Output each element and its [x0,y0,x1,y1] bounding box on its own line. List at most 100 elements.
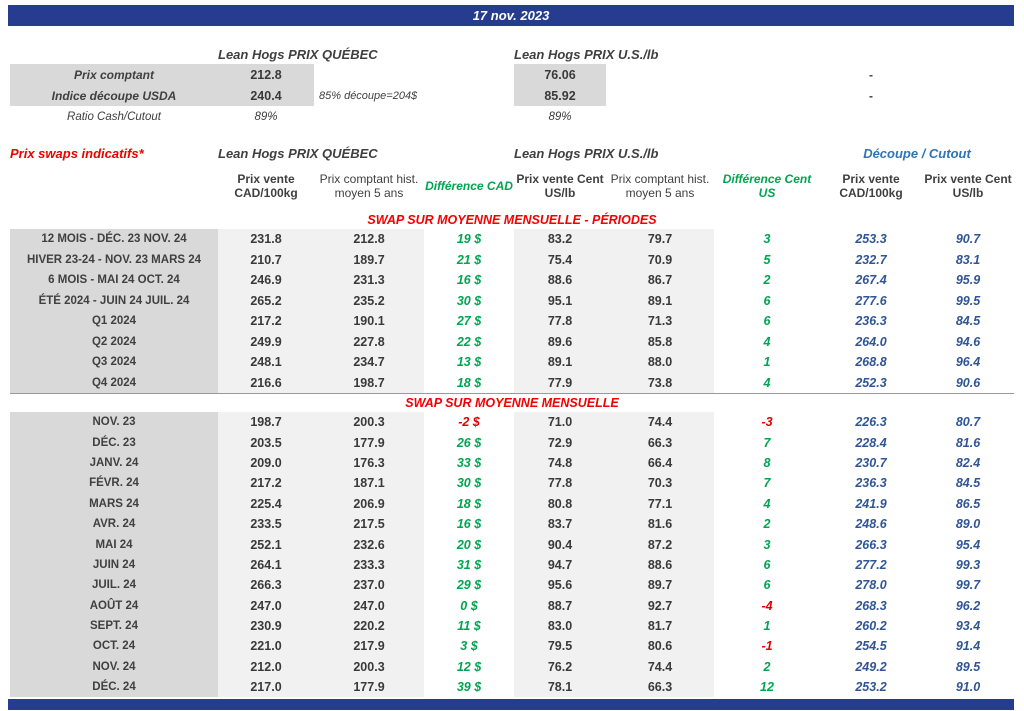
difference-us-cell: 8 [763,455,771,470]
table-row: JUIL. 24 266.3 237.0 29 $ 95.6 89.7 6 278.0 99.7 [10,575,1014,596]
spot-us-value: 76.06 [514,64,606,85]
row-label: ÉTÉ 2024 - JUIN 24 JUIL. 24 [10,290,218,311]
swaps-group-header-row: Prix swaps indicatifs* Lean Hogs PRIX QU… [10,143,1014,163]
prix-vente-us-cell: 95.1 [514,290,606,311]
prix-vente-cad-cell: 247.0 [218,595,314,616]
prix-vente-us-cell: 83.2 [514,229,606,250]
prix-comptant-hist-us-cell: 86.7 [606,270,714,291]
spacer [10,44,218,64]
swaps-section-title: Prix swaps indicatifs* [10,145,144,161]
difference-us-cell: 6 [763,557,771,572]
prix-vente-cad-cell: 230.9 [218,615,314,637]
prix-vente-cad-cell: 221.0 [218,636,314,657]
cutout-us-cell: 99.7 [955,578,981,593]
cutout-us-cell: 90.6 [955,375,981,390]
note [314,106,514,127]
prix-vente-cad-cell: 212.0 [218,656,314,678]
difference-us-cell: -3 [761,415,773,430]
prix-comptant-hist-us-cell: 81.6 [606,513,714,535]
prix-comptant-hist-us-cell: 71.3 [606,311,714,332]
spacer [922,106,1014,127]
header-prix-vente-us: Prix vente Cent US/lb [516,171,604,200]
us-spot-title: Lean Hogs PRIX U.S./lb [514,46,659,62]
ratio-us-value: 89% [548,110,572,123]
difference-cad-cell: 18 $ [456,496,482,511]
prix-comptant-hist-us-cell: 66.3 [606,677,714,698]
row-label: HIVER 23-24 - NOV. 23 MARS 24 [10,249,218,270]
prix-comptant-hist-cad-cell: 234.7 [314,352,424,373]
prix-comptant-hist-cad-cell: 231.3 [314,270,424,291]
cutout-cad-cell: 228.4 [855,435,887,450]
prix-vente-cad-cell: 209.0 [218,452,314,474]
table-row: AVR. 24 233.5 217.5 16 $ 83.7 81.6 2 248.6 89.0 [10,513,1014,535]
spot-cad-value: 212.8 [218,64,314,85]
header-hist-us: Prix comptant hist. moyen 5 ans [610,171,710,200]
us-group-title: Lean Hogs PRIX U.S./lb [514,145,659,161]
prix-comptant-hist-cad-cell: 177.9 [314,432,424,453]
cutout-us-cell: 95.9 [955,273,981,288]
difference-cad-cell: 16 $ [456,517,482,532]
prix-comptant-hist-us-cell: 74.4 [606,412,714,433]
table-row: Q3 2024 248.1 234.7 13 $ 89.1 88.0 1 268.8 96.4 [10,352,1014,373]
spacer [606,106,820,127]
difference-us-cell: 2 [763,273,771,288]
prix-comptant-hist-us-cell: 87.2 [606,534,714,555]
row-label: DÉC. 23 [10,432,218,453]
header-difference-cad: Différence CAD [425,178,513,193]
table-row: AOÛT 24 247.0 247.0 0 $88.7 92.7 -4 268.3 96.2 [10,595,1014,616]
difference-us-cell: 7 [763,476,771,491]
prix-vente-cad-cell: 266.3 [218,575,314,596]
prix-comptant-hist-us-cell: 89.7 [606,575,714,596]
prix-comptant-hist-cad-cell: 176.3 [314,452,424,474]
difference-cad-cell: 16 $ [456,273,482,288]
prix-comptant-hist-us-cell: 88.6 [606,554,714,576]
prix-vente-us-cell: 94.7 [514,554,606,576]
difference-cad-cell: 29 $ [456,578,482,593]
prix-vente-cad-cell: 217.2 [218,473,314,494]
difference-us-cell: 1 [763,619,771,634]
prix-comptant-hist-cad-cell: 247.0 [314,595,424,616]
cutout-cad-cell: 278.0 [855,578,887,593]
cutout-us-cell: 80.7 [955,415,981,430]
difference-cad-cell: 27 $ [456,314,482,329]
spot-cad-value: 240.4 [218,85,314,106]
prix-comptant-hist-cad-cell: 217.9 [314,636,424,657]
cutout-us-cell: 84.5 [955,314,981,329]
note [314,64,514,85]
cutout-us-cell: 93.4 [955,619,981,634]
row-label: Q2 2024 [10,331,218,352]
difference-cad-cell: 11 $ [457,619,481,634]
section-title-row: SWAP SUR MOYENNE MENSUELLE - PÉRIODES [10,210,1014,229]
bottom-divider-bar [8,699,1014,710]
cutout-us-cell: 83.1 [955,252,981,267]
prix-comptant-hist-us-cell: 77.1 [606,493,714,514]
prix-comptant-hist-us-cell: 85.8 [606,331,714,352]
difference-cad-cell: 20 $ [456,537,482,552]
prix-vente-us-cell: 90.4 [514,534,606,555]
section-title: SWAP SUR MOYENNE MENSUELLE - PÉRIODES [367,212,657,227]
table-row: HIVER 23-24 - NOV. 23 MARS 24 210.7 189.7 2… [10,249,1014,270]
spot-row-ratio: Ratio Cash/Cutout 89% 89% [10,106,1014,127]
table-row: OCT. 24 221.0 217.9 3 $ 79.5 80.6 -1 254.5 91.4 [10,636,1014,657]
cutout-us-cell: 90.7 [955,232,981,247]
prix-vente-us-cell: 77.8 [514,473,606,494]
spot-us-value: 85.92 [514,85,606,106]
cutout-cad-cell: 248.6 [855,517,887,532]
prix-vente-cad-cell: 198.7 [218,412,314,433]
cutout-us-cell: 95.4 [955,537,981,552]
difference-cad-cell: 12 $ [456,659,482,674]
cutout-us-cell: 96.4 [955,355,981,370]
row-label: JANV. 24 [10,452,218,474]
prix-vente-cad-cell: 225.4 [218,493,314,514]
cutout-cad-cell: 236.3 [855,314,887,329]
cutout-cad-cell: 249.2 [855,659,887,674]
cutout-cad-cell: 268.8 [855,355,887,370]
header-cutout-us: Prix vente Cent US/lb [924,171,1012,200]
difference-cad-cell: 21 $ [456,252,482,267]
cutout-us-cell: 89.5 [955,659,981,674]
difference-us-cell: 6 [763,314,771,329]
swaps-section: SWAP SUR MOYENNE MENSUELLE - PÉRIODES 12 … [10,210,1014,393]
cutout-us-cell: 99.3 [955,557,981,572]
difference-cad-cell: 3 $ [460,639,478,654]
cutout-us-cell: 84.5 [955,476,981,491]
